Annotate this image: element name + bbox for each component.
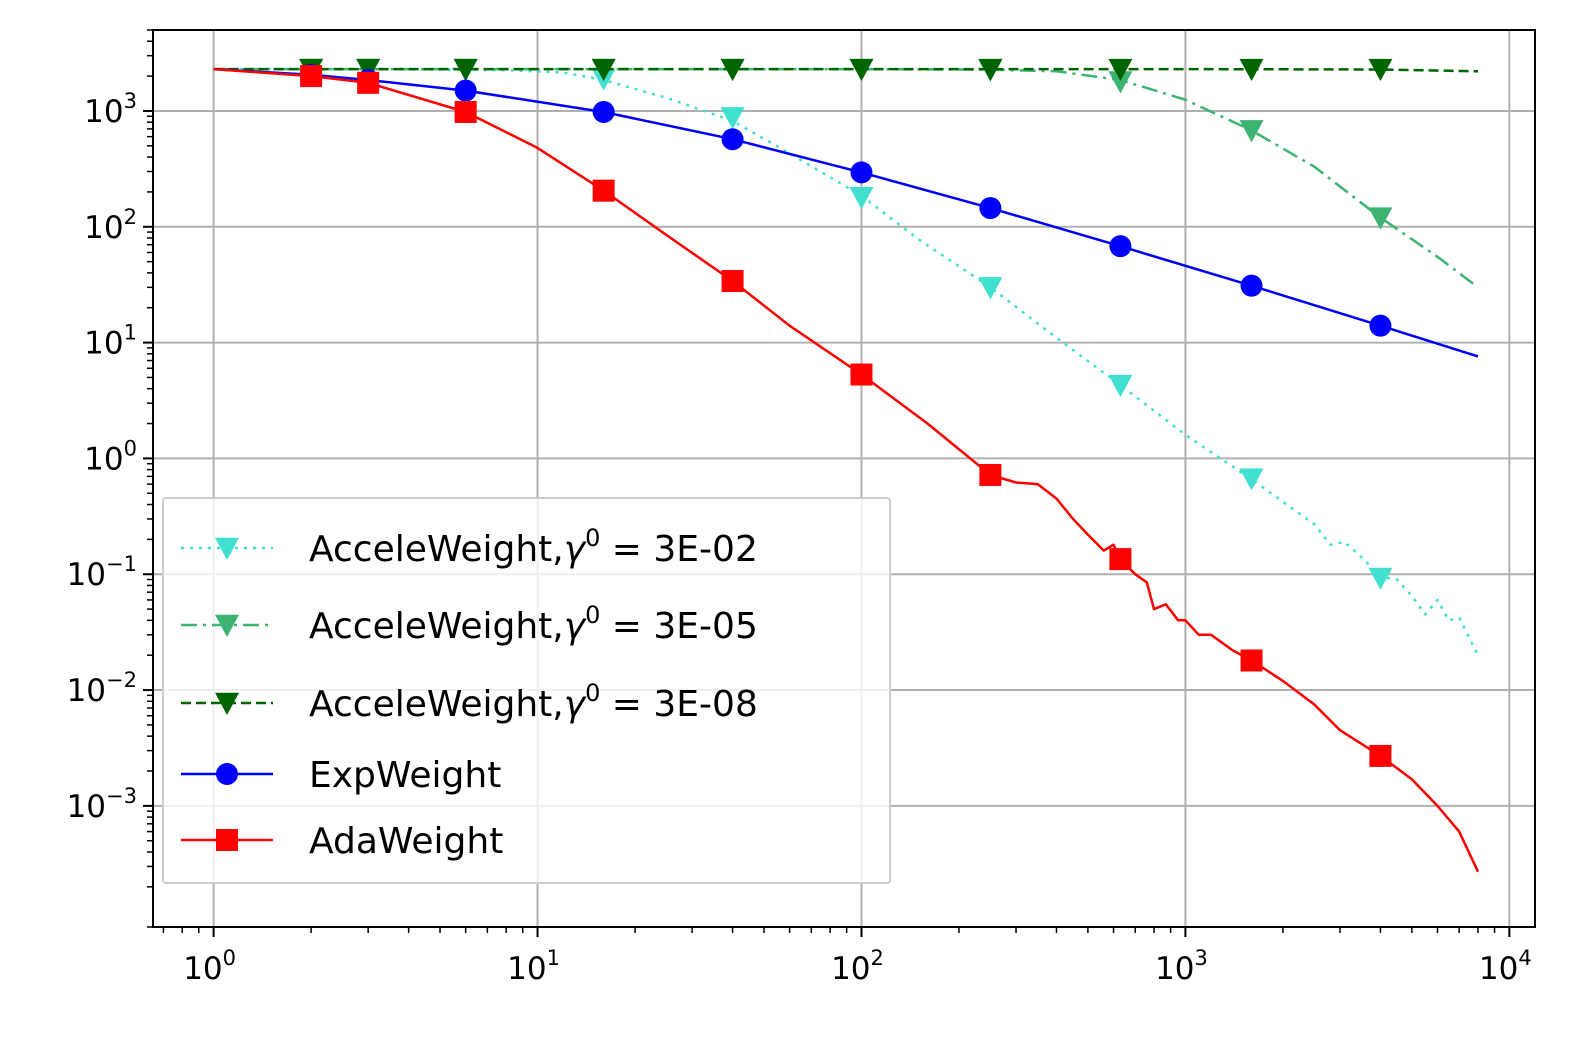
data-point bbox=[1239, 468, 1264, 491]
data-point bbox=[978, 277, 1003, 300]
legend-marker bbox=[216, 763, 238, 785]
data-point bbox=[1368, 58, 1393, 82]
series-5 bbox=[213, 65, 1480, 873]
legend-box bbox=[162, 497, 891, 884]
x-tick-label: 102 bbox=[831, 946, 884, 987]
legend-marker bbox=[216, 829, 238, 851]
data-point bbox=[1108, 374, 1133, 398]
legend-label: AcceleWeight,γ0 = 3E-02 bbox=[309, 524, 758, 570]
legend-entry: AdaWeight bbox=[181, 821, 503, 862]
data-point bbox=[721, 270, 744, 293]
data-point bbox=[720, 107, 745, 130]
x-axis: 100 101 102 103 104 bbox=[183, 927, 1532, 987]
data-point bbox=[850, 161, 873, 184]
data-point bbox=[453, 58, 478, 82]
data-point bbox=[591, 58, 616, 82]
y-tick-label: 10−3 bbox=[67, 784, 137, 825]
data-point bbox=[454, 79, 477, 102]
x-tick-label: 103 bbox=[1155, 946, 1208, 987]
y-axis: 103 102 101 100 10−1 10−2 10−3 bbox=[67, 89, 153, 825]
data-point bbox=[721, 128, 744, 151]
legend-label: ExpWeight bbox=[309, 755, 501, 796]
x-tick-label: 104 bbox=[1479, 946, 1532, 987]
data-point bbox=[1239, 120, 1264, 143]
series-line bbox=[213, 67, 1479, 73]
data-point bbox=[978, 58, 1003, 82]
legend-label: AdaWeight bbox=[309, 821, 503, 862]
series-4 bbox=[213, 63, 1479, 358]
axes-frame bbox=[152, 29, 1536, 928]
data-point bbox=[1109, 235, 1132, 258]
legend-marker bbox=[215, 537, 239, 560]
data-point bbox=[979, 197, 1002, 220]
y-tick-label: 103 bbox=[84, 89, 137, 130]
data-point bbox=[357, 71, 380, 94]
data-point bbox=[1108, 71, 1133, 94]
legend-entry: AcceleWeight,γ0 = 3E-08 bbox=[181, 679, 758, 725]
plot-area bbox=[213, 58, 1480, 873]
data-point bbox=[1240, 274, 1263, 297]
legend-entry: AcceleWeight,γ0 = 3E-02 bbox=[181, 524, 758, 570]
data-point bbox=[849, 58, 874, 82]
legend-marker bbox=[215, 614, 239, 637]
data-point bbox=[720, 58, 745, 82]
data-point bbox=[1368, 207, 1393, 230]
legend-entry: AcceleWeight,γ0 = 3E-05 bbox=[181, 601, 758, 647]
data-point bbox=[1109, 548, 1132, 571]
x-tick-label: 101 bbox=[507, 946, 560, 987]
data-point bbox=[300, 65, 323, 88]
series-line bbox=[213, 67, 1479, 289]
y-tick-label: 10−1 bbox=[67, 552, 137, 593]
y-tick-label: 100 bbox=[84, 436, 137, 477]
y-tick-label: 101 bbox=[84, 321, 137, 362]
data-point bbox=[1239, 58, 1264, 82]
legend-entry: ExpWeight bbox=[181, 755, 501, 796]
data-point bbox=[592, 179, 615, 202]
x-tick-label: 100 bbox=[183, 946, 236, 987]
y-tick-label: 10−2 bbox=[67, 668, 137, 709]
data-point bbox=[1368, 567, 1393, 590]
data-point bbox=[850, 363, 873, 386]
legend-label: AcceleWeight,γ0 = 3E-05 bbox=[309, 601, 758, 647]
data-point bbox=[592, 100, 615, 123]
data-point bbox=[979, 463, 1002, 486]
data-point bbox=[1369, 744, 1392, 767]
data-point bbox=[1240, 649, 1263, 672]
data-point bbox=[454, 100, 477, 123]
data-point bbox=[1108, 58, 1133, 82]
data-point bbox=[849, 187, 874, 210]
series-line bbox=[213, 67, 1480, 656]
legend-label: AcceleWeight,γ0 = 3E-08 bbox=[309, 679, 758, 725]
y-tick-label: 102 bbox=[84, 205, 137, 246]
data-point bbox=[1369, 314, 1392, 337]
legend-marker bbox=[215, 692, 239, 715]
legend: AcceleWeight,γ0 = 3E-02 AcceleWeight,γ0 =… bbox=[162, 497, 891, 884]
